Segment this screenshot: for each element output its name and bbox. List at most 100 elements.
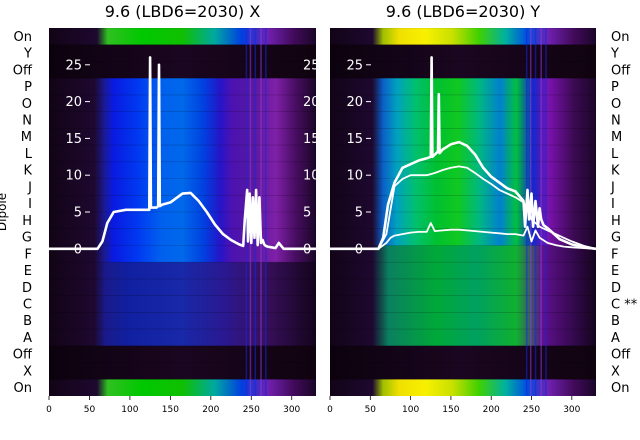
- heatmap-row-f: [330, 245, 596, 263]
- heatmap-row-l: [330, 145, 596, 163]
- heatmap-row-c: [330, 295, 596, 313]
- heatmap-row-n: [330, 111, 596, 129]
- heatmap-row-k: [49, 161, 316, 180]
- dipole-label-left: P: [24, 80, 32, 95]
- heatmap-row-on: [330, 28, 596, 46]
- dipole-label-left: J: [27, 180, 32, 195]
- heatmap-row-j: [330, 178, 596, 196]
- overlay-y-tick-label: 10: [346, 169, 363, 184]
- heatmap-row-p: [330, 78, 596, 96]
- overlay-y-tick-label: 0: [355, 242, 363, 257]
- overlay-y-tick-label-right: 15: [303, 132, 320, 147]
- overlay-series-line-1: [330, 56, 596, 251]
- x-tick-label: 200: [202, 405, 219, 415]
- heatmap-row-d: [49, 278, 316, 297]
- heatmap-row-c: [49, 295, 316, 313]
- dipole-label-right: B: [611, 314, 620, 329]
- heatmap-row-i: [330, 195, 596, 213]
- dipole-label-left: L: [25, 147, 33, 162]
- dipole-label-right: On: [611, 30, 629, 45]
- heatmap-row-e: [49, 262, 316, 280]
- overlay-y-tick-label-right: 20: [303, 95, 320, 110]
- dipole-label-right: H: [611, 214, 621, 229]
- dipole-label-left: F: [25, 247, 32, 262]
- heatmap-row-b: [330, 312, 596, 330]
- dipole-label-right: A: [611, 331, 620, 346]
- heatmap-row-g: [49, 228, 316, 246]
- panel-y: 0 5 10 15 20 25: [330, 28, 596, 396]
- overlay-series-line-3: [330, 222, 596, 250]
- heatmap-row-d: [330, 278, 596, 297]
- dipole-label-right: Off: [611, 348, 631, 363]
- heatmap-row-y: [330, 44, 596, 62]
- heatmap-row-n: [49, 111, 316, 129]
- dipole-label-left: On: [14, 30, 32, 45]
- heatmap-row-b: [49, 312, 316, 330]
- overlay-y-tick-label: 25: [65, 58, 82, 73]
- overlay-y-tick-label: 20: [346, 95, 363, 110]
- dipole-label-left: Off: [13, 63, 33, 78]
- dipole-label-right: J: [610, 180, 615, 195]
- dipole-label-right: K: [611, 164, 620, 179]
- x-tick-label: 150: [162, 405, 179, 415]
- overlay-y-tick-label-right: 25: [303, 58, 320, 73]
- heatmap-row-m: [49, 128, 316, 146]
- dipole-label-left: Y: [23, 47, 32, 62]
- overlay-y-tick-label-right: 10: [303, 169, 320, 184]
- overlay-y-tick-label: 5: [355, 206, 363, 221]
- overlay-y-tick-label: 5: [74, 206, 82, 221]
- dipole-label-left: M: [21, 130, 32, 145]
- dipole-label-right: X: [611, 364, 620, 379]
- dipole-label-left: C: [23, 298, 32, 313]
- x-tick-label: 50: [365, 405, 377, 415]
- dipole-label-left: K: [23, 164, 32, 179]
- heatmap-row-k: [330, 161, 596, 180]
- x-tick-label: 300: [563, 405, 580, 415]
- dipole-label-left: Off: [13, 348, 33, 363]
- overlay-y-tick-label-right: 5: [303, 206, 311, 221]
- x-tick-label: 0: [327, 405, 333, 415]
- dipole-label-right: Off: [611, 63, 631, 78]
- x-tick-label: 250: [243, 405, 260, 415]
- heatmap-row-p: [49, 78, 316, 96]
- panel-title: 9.6 (LBD6=2030) X: [105, 2, 261, 21]
- x-tick-label: 150: [442, 405, 459, 415]
- panel-title: 9.6 (LBD6=2030) Y: [386, 2, 541, 21]
- x-tick-label: 100: [121, 405, 138, 415]
- heatmap-row-j: [49, 178, 316, 196]
- dipole-label-right: E: [611, 264, 619, 279]
- heatmap-row-m: [330, 128, 596, 146]
- heatmap-row-o: [330, 94, 596, 113]
- heatmap-row-o: [49, 94, 316, 113]
- dipole-label-right: L: [611, 147, 619, 162]
- dipole-label-left: D: [22, 281, 32, 296]
- dipole-label-left: E: [24, 264, 32, 279]
- dipole-label-left: B: [23, 314, 32, 329]
- dipole-label-right: O: [611, 97, 621, 112]
- dipole-label-left: H: [22, 214, 32, 229]
- overlay-series-line-2: [330, 165, 596, 250]
- heatmap-row-l: [49, 145, 316, 163]
- overlay-y-tick-label: 15: [65, 132, 82, 147]
- dipole-label-right: C **: [611, 298, 638, 313]
- overlay-y-tick-label: 20: [65, 95, 82, 110]
- overlay-y-tick-label: 25: [346, 58, 363, 73]
- x-tick-label: 50: [84, 405, 96, 415]
- overlay-y-tick-label-right: 0: [303, 242, 311, 257]
- dipole-label-left: A: [23, 331, 32, 346]
- dipole-label-right: N: [611, 114, 621, 129]
- heatmap-row-off: [49, 345, 316, 364]
- heatmap-row-a: [330, 329, 596, 347]
- x-tick-label: 100: [402, 405, 419, 415]
- heatmap-row-h: [330, 212, 596, 230]
- x-tick-label: 300: [283, 405, 300, 415]
- dipole-label-right: P: [611, 80, 619, 95]
- heatmap-row-i: [49, 195, 316, 213]
- dipole-label-right: M: [611, 130, 622, 145]
- dipole-label-right: G: [611, 231, 621, 246]
- panel-x: 0 5 10 15 20 25 0 5 10 15 20 25: [49, 28, 320, 396]
- dipole-label-left: G: [22, 231, 32, 246]
- heatmap-row-off: [49, 61, 316, 79]
- heatmap-row-on: [49, 379, 316, 396]
